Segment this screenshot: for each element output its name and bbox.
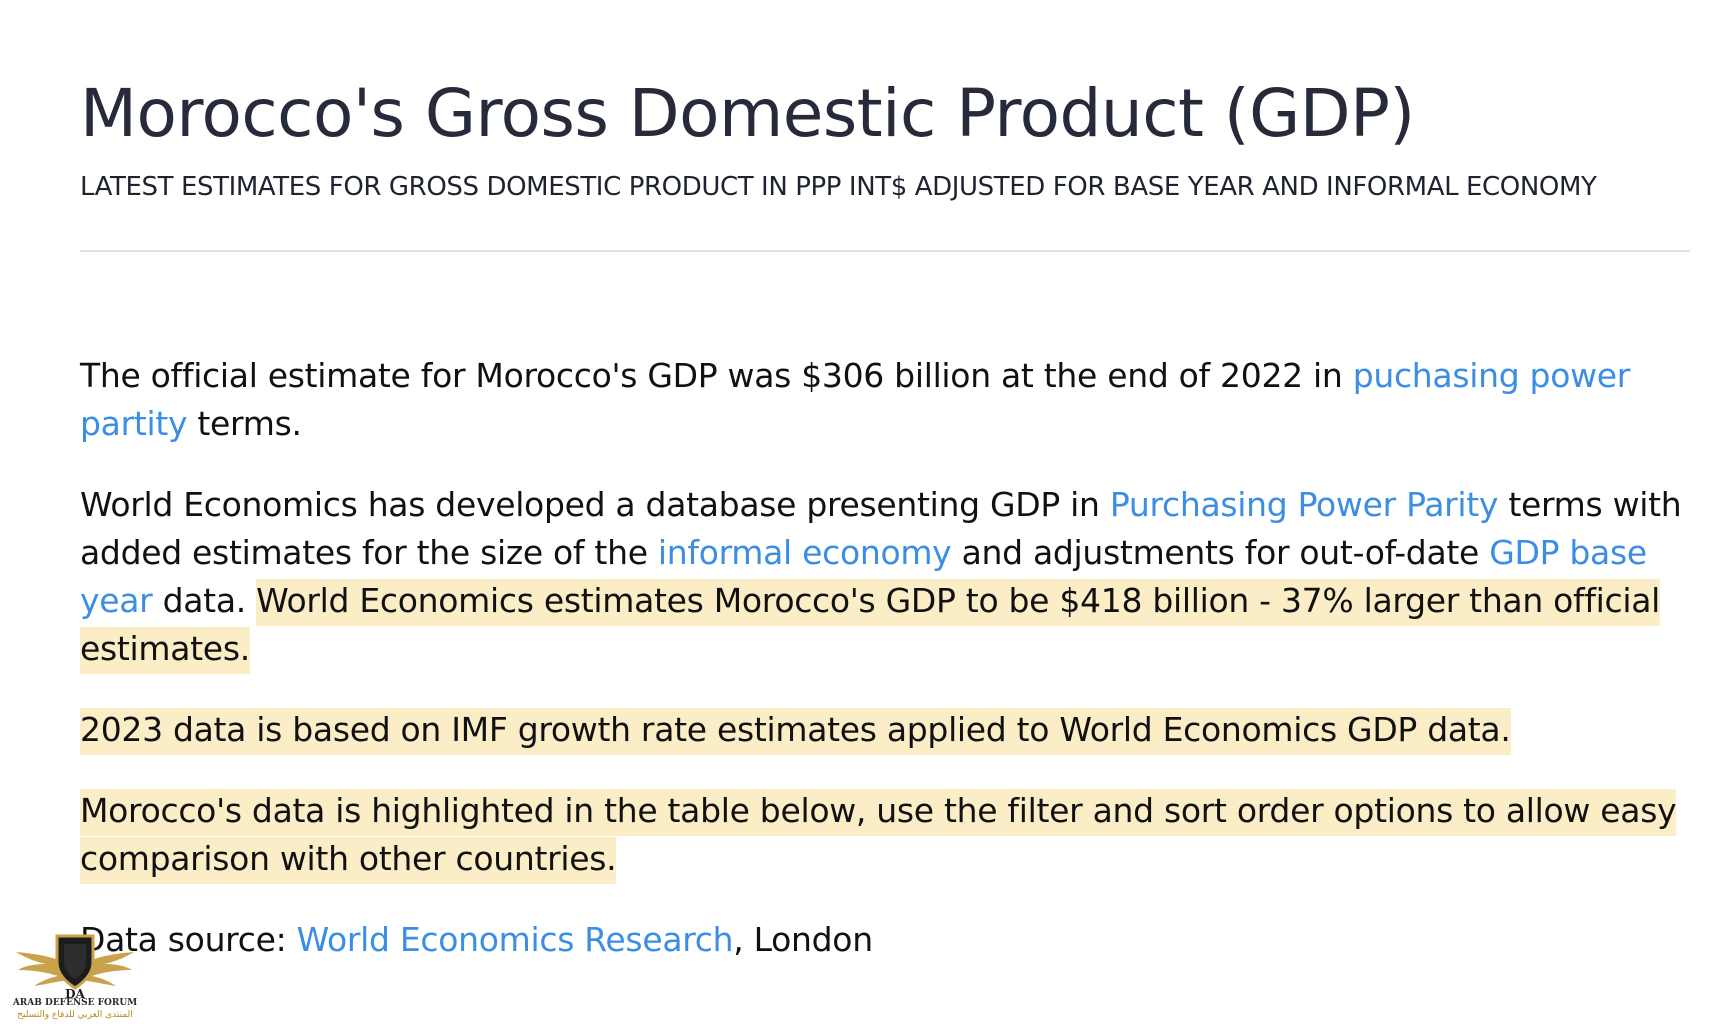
arab-defense-forum-logo-icon: DA ARAB DEFENSE FORUM المنتدى العربي للد… xyxy=(12,928,138,1024)
paragraph-text: terms with added estimates for the size … xyxy=(80,485,1682,572)
paragraph-2023-data: 2023 data is based on IMF growth rate es… xyxy=(80,706,1690,755)
paragraph-text: , London xyxy=(733,920,873,959)
paragraph-text: data. xyxy=(152,581,257,620)
purchasing-power-parity-link[interactable]: Purchasing Power Parity xyxy=(1109,485,1499,524)
divider xyxy=(80,250,1690,252)
gdp-base-year-link[interactable]: GDP base year xyxy=(80,533,1647,620)
page-title: Morocco's Gross Domestic Product (GDP) xyxy=(80,75,1415,152)
world-economics-research-link[interactable]: World Economics Research xyxy=(296,920,734,959)
logo-caption: ARAB DEFENSE FORUM xyxy=(12,998,138,1008)
highlighted-text: Morocco's data is highlighted in the tab… xyxy=(80,789,1677,884)
paragraph-world-economics: World Economics has developed a database… xyxy=(80,481,1690,674)
article-body: The official estimate for Morocco's GDP … xyxy=(80,352,1690,997)
page-subtitle: LATEST ESTIMATES FOR GROSS DOMESTIC PROD… xyxy=(80,172,1597,202)
logo-caption-arabic: المنتدى العربي للدفاع والتسليح xyxy=(17,1010,133,1020)
paragraph-text: Data source: xyxy=(80,920,297,959)
logo-monogram: DA xyxy=(65,987,85,1000)
paragraph-table-note: Morocco's data is highlighted in the tab… xyxy=(80,787,1690,884)
eagle-shield-icon: DA xyxy=(16,934,134,1001)
paragraph-data-source: Data source: World Economics Research, L… xyxy=(80,916,1690,964)
highlighted-text: 2023 data is based on IMF growth rate es… xyxy=(80,708,1511,755)
paragraph-text: The official estimate for Morocco's GDP … xyxy=(80,356,1353,395)
paragraph-text: World Economics has developed a database… xyxy=(80,485,1110,524)
paragraph-official-estimate: The official estimate for Morocco's GDP … xyxy=(80,352,1690,448)
paragraph-text: and adjustments for out-of-date xyxy=(951,533,1490,572)
informal-economy-link[interactable]: informal economy xyxy=(657,533,952,572)
ppp-link[interactable]: puchasing power partity xyxy=(80,356,1631,443)
highlighted-estimate: World Economics estimates Morocco's GDP … xyxy=(80,579,1660,674)
paragraph-text: terms. xyxy=(187,404,302,443)
